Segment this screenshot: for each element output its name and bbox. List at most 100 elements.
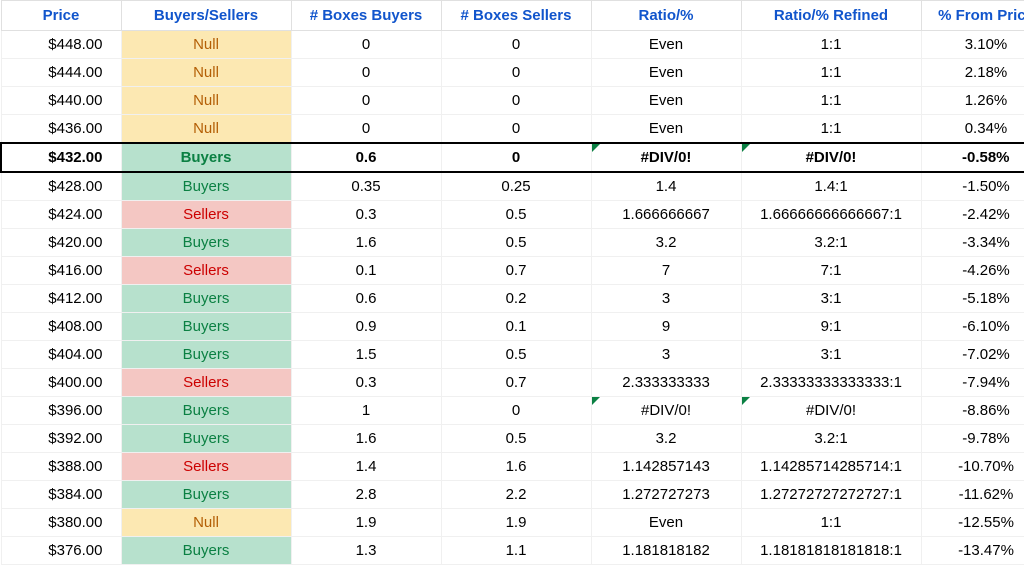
cell-boxes-buyers: 0.3 xyxy=(291,369,441,397)
cell-boxes-sellers: 0.5 xyxy=(441,229,591,257)
cell-price: $396.00 xyxy=(1,397,121,425)
cell-pct-from-price: -0.58% xyxy=(921,143,1024,172)
col-header: Buyers/Sellers xyxy=(121,1,291,31)
cell-pct-from-price: 3.10% xyxy=(921,31,1024,59)
table-row: $404.00Buyers1.50.533:1-7.02% xyxy=(1,341,1024,369)
table-row: $400.00Sellers0.30.72.3333333332.3333333… xyxy=(1,369,1024,397)
cell-price: $440.00 xyxy=(1,87,121,115)
cell-price: $444.00 xyxy=(1,59,121,87)
cell-boxes-sellers: 1.1 xyxy=(441,537,591,565)
cell-boxes-buyers: 0 xyxy=(291,59,441,87)
cell-boxes-sellers: 1.6 xyxy=(441,453,591,481)
col-header: Price xyxy=(1,1,121,31)
cell-ratio: Even xyxy=(591,59,741,87)
cell-price: $412.00 xyxy=(1,285,121,313)
cell-buyers-sellers: Buyers xyxy=(121,143,291,172)
cell-boxes-buyers: 1.5 xyxy=(291,341,441,369)
cell-ratio: 2.333333333 xyxy=(591,369,741,397)
cell-ratio: 1.142857143 xyxy=(591,453,741,481)
table-row: $440.00Null00Even1:11.26% xyxy=(1,87,1024,115)
cell-pct-from-price: -11.62% xyxy=(921,481,1024,509)
col-header: # Boxes Sellers xyxy=(441,1,591,31)
cell-boxes-buyers: 0.6 xyxy=(291,285,441,313)
cell-boxes-sellers: 0 xyxy=(441,59,591,87)
cell-ratio-refined: 1.4:1 xyxy=(741,172,921,201)
cell-buyers-sellers: Buyers xyxy=(121,481,291,509)
cell-ratio: #DIV/0! xyxy=(591,397,741,425)
col-header: # Boxes Buyers xyxy=(291,1,441,31)
cell-ratio-refined: 1:1 xyxy=(741,509,921,537)
cell-price: $388.00 xyxy=(1,453,121,481)
cell-buyers-sellers: Buyers xyxy=(121,341,291,369)
table-row: $376.00Buyers1.31.11.1818181821.18181818… xyxy=(1,537,1024,565)
cell-buyers-sellers: Null xyxy=(121,59,291,87)
cell-boxes-buyers: 1.3 xyxy=(291,537,441,565)
cell-ratio: 1.181818182 xyxy=(591,537,741,565)
cell-price: $416.00 xyxy=(1,257,121,285)
cell-boxes-buyers: 0.9 xyxy=(291,313,441,341)
cell-ratio: 1.4 xyxy=(591,172,741,201)
cell-buyers-sellers: Null xyxy=(121,115,291,144)
cell-pct-from-price: -8.86% xyxy=(921,397,1024,425)
cell-price: $428.00 xyxy=(1,172,121,201)
cell-boxes-buyers: 0 xyxy=(291,115,441,144)
cell-ratio-refined: 1:1 xyxy=(741,59,921,87)
cell-buyers-sellers: Sellers xyxy=(121,453,291,481)
table-row: $388.00Sellers1.41.61.1428571431.1428571… xyxy=(1,453,1024,481)
cell-ratio: 1.666666667 xyxy=(591,201,741,229)
table-row: $408.00Buyers0.90.199:1-6.10% xyxy=(1,313,1024,341)
cell-pct-from-price: 2.18% xyxy=(921,59,1024,87)
table-row: $412.00Buyers0.60.233:1-5.18% xyxy=(1,285,1024,313)
cell-ratio-refined: 1.14285714285714:1 xyxy=(741,453,921,481)
table-row: $432.00Buyers0.60#DIV/0!#DIV/0!-0.58% xyxy=(1,143,1024,172)
cell-ratio-refined: 3:1 xyxy=(741,285,921,313)
cell-boxes-sellers: 0.5 xyxy=(441,341,591,369)
cell-pct-from-price: -7.94% xyxy=(921,369,1024,397)
cell-pct-from-price: -7.02% xyxy=(921,341,1024,369)
cell-ratio-refined: 1:1 xyxy=(741,87,921,115)
cell-ratio-refined: 1.66666666666667:1 xyxy=(741,201,921,229)
cell-boxes-buyers: 0.3 xyxy=(291,201,441,229)
table-row: $396.00Buyers10#DIV/0!#DIV/0!-8.86% xyxy=(1,397,1024,425)
cell-boxes-sellers: 0.2 xyxy=(441,285,591,313)
cell-boxes-sellers: 0 xyxy=(441,397,591,425)
cell-boxes-buyers: 1.6 xyxy=(291,425,441,453)
cell-boxes-buyers: 0.35 xyxy=(291,172,441,201)
cell-pct-from-price: -2.42% xyxy=(921,201,1024,229)
cell-boxes-buyers: 0.6 xyxy=(291,143,441,172)
cell-buyers-sellers: Null xyxy=(121,509,291,537)
cell-buyers-sellers: Buyers xyxy=(121,229,291,257)
cell-boxes-sellers: 0.5 xyxy=(441,425,591,453)
cell-boxes-sellers: 0 xyxy=(441,115,591,144)
cell-ratio: 3 xyxy=(591,341,741,369)
cell-pct-from-price: -9.78% xyxy=(921,425,1024,453)
col-header: Ratio/% xyxy=(591,1,741,31)
cell-buyers-sellers: Null xyxy=(121,31,291,59)
cell-boxes-buyers: 0 xyxy=(291,31,441,59)
cell-buyers-sellers: Sellers xyxy=(121,201,291,229)
cell-ratio-refined: 2.33333333333333:1 xyxy=(741,369,921,397)
cell-boxes-buyers: 0 xyxy=(291,87,441,115)
cell-boxes-sellers: 0 xyxy=(441,87,591,115)
cell-pct-from-price: -4.26% xyxy=(921,257,1024,285)
cell-price: $376.00 xyxy=(1,537,121,565)
cell-boxes-sellers: 0.25 xyxy=(441,172,591,201)
cell-price: $420.00 xyxy=(1,229,121,257)
cell-price: $384.00 xyxy=(1,481,121,509)
table-row: $448.00Null00Even1:13.10% xyxy=(1,31,1024,59)
cell-price: $436.00 xyxy=(1,115,121,144)
cell-boxes-buyers: 2.8 xyxy=(291,481,441,509)
cell-boxes-sellers: 1.9 xyxy=(441,509,591,537)
cell-pct-from-price: -1.50% xyxy=(921,172,1024,201)
cell-ratio: 3.2 xyxy=(591,229,741,257)
cell-ratio-refined: 3:1 xyxy=(741,341,921,369)
cell-price: $400.00 xyxy=(1,369,121,397)
col-header: Ratio/% Refined xyxy=(741,1,921,31)
cell-ratio-refined: 1.18181818181818:1 xyxy=(741,537,921,565)
cell-buyers-sellers: Sellers xyxy=(121,257,291,285)
table-header-row: PriceBuyers/Sellers# Boxes Buyers# Boxes… xyxy=(1,1,1024,31)
cell-price: $432.00 xyxy=(1,143,121,172)
price-levels-table: PriceBuyers/Sellers# Boxes Buyers# Boxes… xyxy=(0,0,1024,565)
cell-pct-from-price: -13.47% xyxy=(921,537,1024,565)
cell-ratio: Even xyxy=(591,115,741,144)
